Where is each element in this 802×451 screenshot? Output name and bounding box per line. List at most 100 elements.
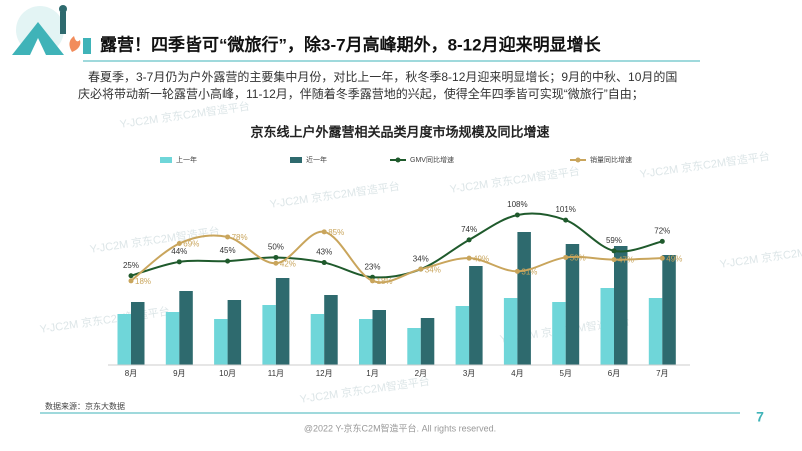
line-point [514, 212, 520, 218]
data-label: 85% [328, 228, 344, 237]
line-point [611, 248, 617, 254]
x-tick-label: 6月 [608, 369, 620, 378]
data-label: 23% [364, 262, 380, 271]
chart-title: 京东线上户外露营相关品类月度市场规模及同比增速 [250, 124, 549, 139]
x-tick-label: 2月 [415, 369, 427, 378]
bar [662, 255, 676, 365]
page-number: 7 [756, 409, 764, 425]
data-label: 47% [618, 256, 634, 265]
line-point [176, 259, 182, 265]
bar [517, 232, 531, 365]
x-tick-label: 8月 [125, 369, 137, 378]
bar [407, 328, 421, 365]
bar [117, 314, 131, 365]
data-label: 49% [473, 254, 489, 263]
data-label: 74% [461, 225, 477, 234]
data-label: 108% [507, 200, 527, 209]
legend-swatch [160, 157, 172, 163]
x-tick-label: 11月 [268, 369, 284, 378]
bar [262, 305, 276, 365]
bar [275, 278, 290, 365]
line-point [659, 238, 665, 244]
paragraph-line: 春夏季，3-7月仍为户外露营的主要集中月份，对比上一年，秋冬季8-12月迎来明显… [88, 69, 677, 84]
line-point [514, 268, 520, 274]
legend-swatch [290, 157, 302, 163]
x-tick-label: 1月 [366, 369, 378, 378]
line-point [466, 255, 472, 261]
legend-label: 销量同比增速 [590, 155, 632, 164]
line-point [321, 260, 327, 266]
x-tick-label: 5月 [559, 369, 571, 378]
line-point [563, 254, 569, 260]
line-point [128, 278, 134, 284]
line-point [563, 217, 569, 223]
bar [227, 300, 242, 365]
bar [503, 298, 518, 365]
line-point [225, 234, 231, 240]
data-label: 18% [135, 277, 151, 286]
data-label: 101% [555, 205, 575, 214]
legend-label: GMV同比增速 [410, 155, 454, 164]
data-label: 34% [413, 254, 429, 263]
data-label: 44% [171, 247, 187, 256]
line-point [466, 237, 472, 243]
bar [310, 314, 325, 365]
line-point [370, 278, 375, 284]
line-point [273, 260, 279, 266]
x-tick-label: 3月 [463, 369, 475, 378]
x-tick-label: 10月 [219, 369, 236, 378]
line-point [659, 255, 665, 261]
legend-dot [395, 157, 401, 163]
data-label: 43% [316, 248, 332, 257]
data-label: 59% [606, 236, 622, 245]
bar [420, 318, 435, 365]
x-tick-label: 9月 [173, 369, 185, 378]
data-label: 42% [280, 259, 296, 268]
tent-icon [12, 5, 81, 55]
data-label: 45% [220, 246, 236, 255]
line-point [273, 254, 279, 260]
data-label: 31% [521, 267, 537, 276]
line-point [418, 266, 424, 272]
legend-dot [575, 157, 581, 163]
line-point [611, 257, 617, 263]
data-label: 50% [268, 243, 284, 252]
bar [648, 298, 663, 365]
data-label: 34% [425, 265, 441, 274]
bar [565, 244, 580, 365]
data-label: 72% [654, 226, 670, 235]
legend-label: 近一年 [306, 155, 327, 164]
legend-label: 上一年 [176, 155, 197, 164]
line-point [225, 258, 231, 264]
bar [469, 266, 483, 365]
x-tick-label: 12月 [316, 369, 333, 378]
slide-title: 露营！四季皆可“微旅行”，除3-7月高峰期外，8-12月迎来明显增长 [100, 34, 602, 54]
data-label: 49% [666, 254, 682, 263]
bar [359, 319, 373, 365]
line-point [370, 274, 375, 280]
copyright: @2022 Y-京东C2M智造平台. All rights reserved. [304, 422, 496, 433]
title-marker [83, 38, 91, 54]
data-label: 50% [570, 254, 586, 263]
bar [214, 319, 228, 365]
bar [165, 312, 180, 365]
bar [179, 291, 193, 365]
bar [324, 295, 338, 365]
data-label: 69% [183, 240, 199, 249]
bar [552, 302, 566, 365]
series-line [130, 212, 663, 279]
bar [614, 246, 628, 365]
bar [600, 288, 614, 365]
line-point [128, 273, 134, 279]
data-label: 25% [123, 261, 139, 270]
line-point [321, 229, 327, 235]
data-label: 18% [377, 277, 393, 286]
x-tick-label: 7月 [656, 369, 668, 378]
source: 数据来源：京东大数据 [45, 401, 125, 411]
paragraph-line: 庆必将带动新一轮露营小高峰，11-12月，伴随着冬季露营地的兴起，使得全年四季皆… [78, 86, 644, 101]
bar [455, 306, 470, 365]
data-label: 78% [232, 233, 248, 242]
bar [372, 310, 386, 365]
